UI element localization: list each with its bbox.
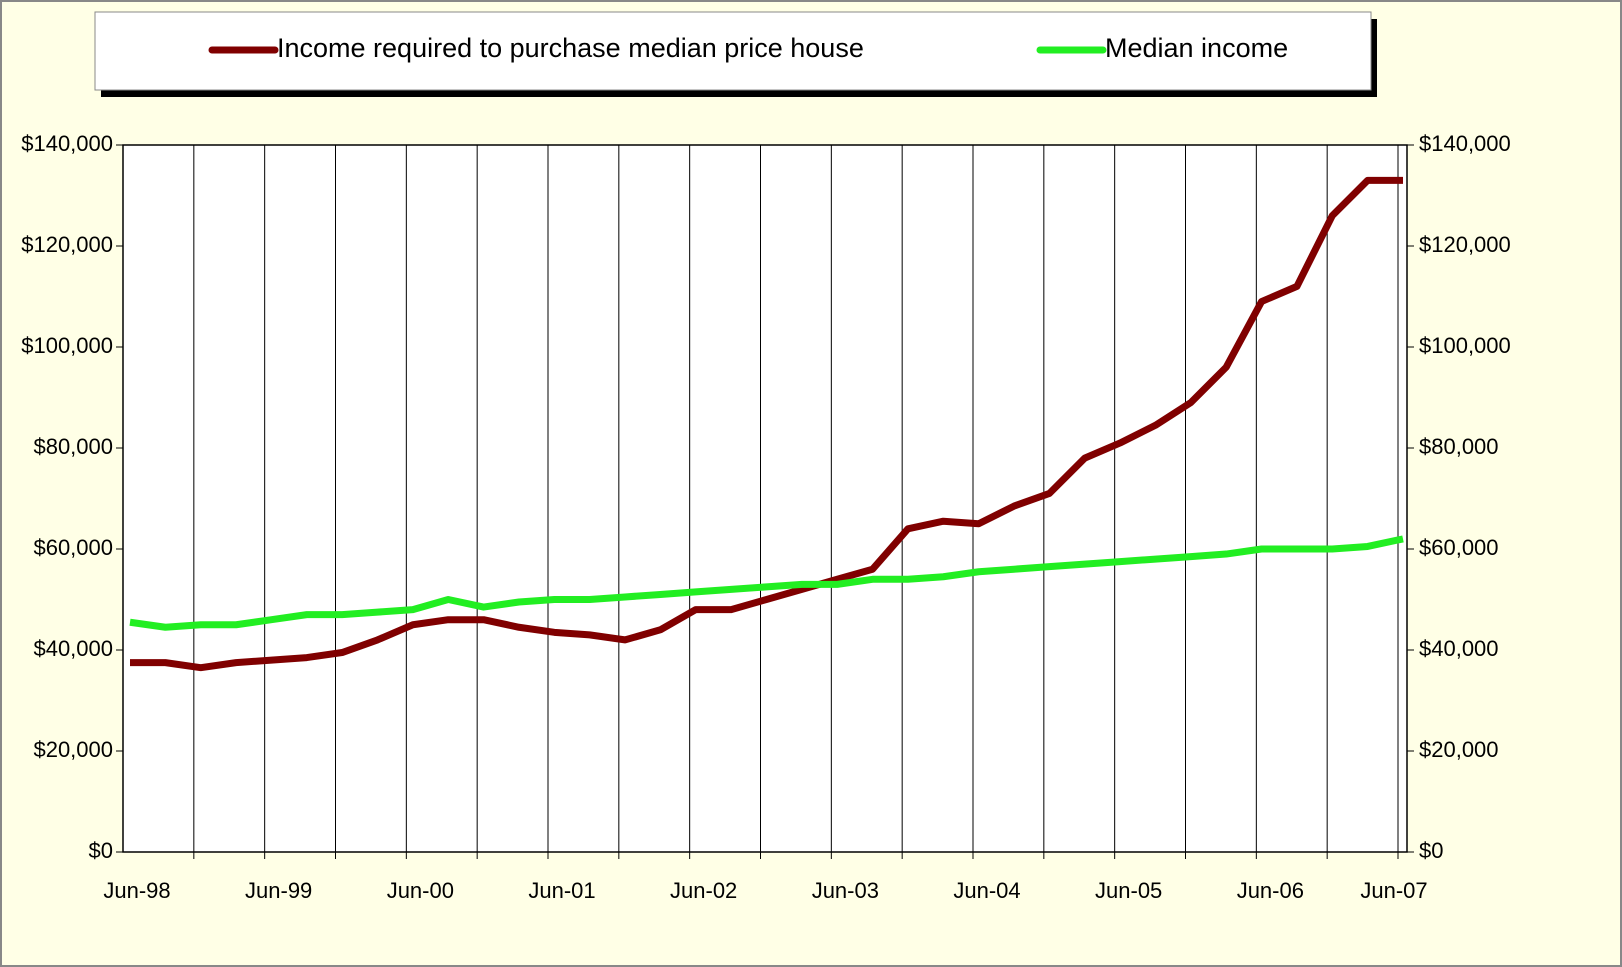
- y-tick-label: $40,000: [33, 636, 113, 661]
- y-tick-label: $120,000: [21, 232, 113, 257]
- legend-label: Income required to purchase median price…: [277, 33, 864, 63]
- x-tick-label: Jun-07: [1360, 878, 1427, 903]
- y2-tick-label: $140,000: [1419, 131, 1511, 156]
- legend-box: [94, 11, 1372, 91]
- x-tick-label: Jun-02: [670, 878, 737, 903]
- y-tick-label: $100,000: [21, 333, 113, 358]
- y-tick-label: $20,000: [33, 737, 113, 762]
- x-tick-label: Jun-05: [1095, 878, 1162, 903]
- y2-tick-label: $20,000: [1419, 737, 1499, 762]
- x-tick-label: Jun-03: [812, 878, 879, 903]
- data-line: [130, 176, 1403, 672]
- data-line: [129, 535, 1404, 631]
- y-tick-label: $0: [89, 838, 113, 863]
- plot-frame: [122, 144, 1408, 853]
- y2-tick-label: $60,000: [1419, 535, 1499, 560]
- x-tick-label: Jun-01: [528, 878, 595, 903]
- y2-tick-label: $40,000: [1419, 636, 1499, 661]
- x-tick-label: Jun-04: [953, 878, 1020, 903]
- x-tick-label: Jun-00: [387, 878, 454, 903]
- y-tick-label: $140,000: [21, 131, 113, 156]
- x-tick-label: Jun-98: [103, 878, 170, 903]
- x-tick-label: Jun-06: [1237, 878, 1304, 903]
- x-tick-label: Jun-99: [245, 878, 312, 903]
- legend-label: Median income: [1105, 33, 1288, 63]
- plot-area: [123, 145, 1407, 852]
- y2-tick-label: $80,000: [1419, 434, 1499, 459]
- y-tick-label: $80,000: [33, 434, 113, 459]
- y2-tick-label: $0: [1419, 838, 1443, 863]
- y2-tick-label: $120,000: [1419, 232, 1511, 257]
- y-tick-label: $60,000: [33, 535, 113, 560]
- y2-tick-label: $100,000: [1419, 333, 1511, 358]
